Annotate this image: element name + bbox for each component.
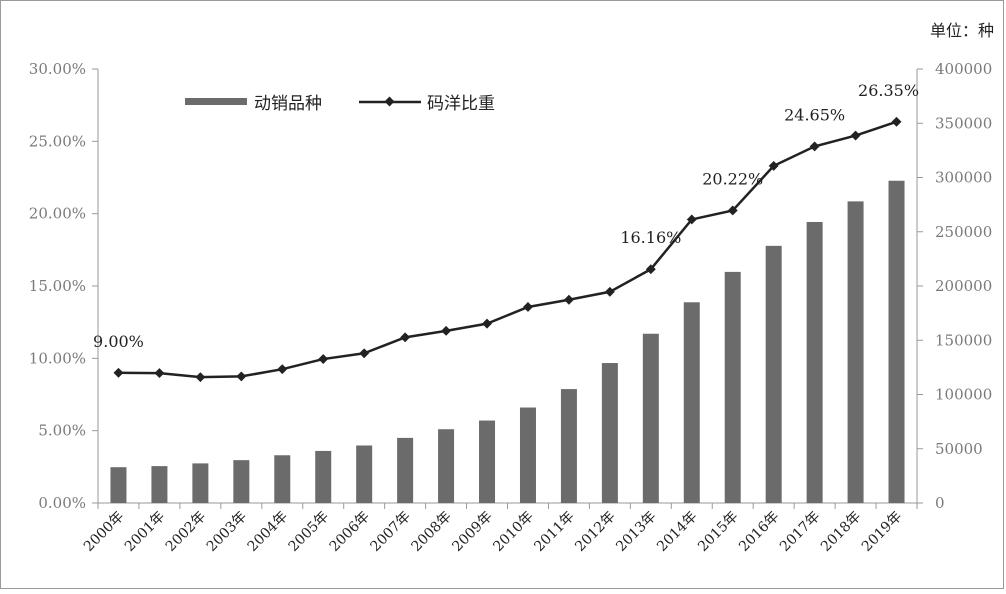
legend-line-marker (384, 96, 395, 107)
bar (560, 389, 577, 503)
bar (479, 420, 496, 503)
legend: 动销品种 码洋比重 (185, 94, 495, 114)
bar (356, 445, 373, 503)
line-point (727, 205, 738, 216)
bar (806, 221, 823, 504)
x-tick-label: 2003年 (204, 509, 250, 555)
line-point (277, 364, 288, 375)
line-point (768, 160, 779, 171)
x-tick-label: 2014年 (654, 509, 700, 555)
bar (683, 302, 700, 503)
x-tick-label: 2008年 (408, 509, 454, 555)
bar (642, 333, 659, 503)
y-right-tick-label: 250000 (935, 223, 992, 241)
y-right-tick-label: 200000 (935, 277, 992, 295)
line-point (563, 294, 574, 305)
y-right-tick-label: 400000 (935, 60, 992, 78)
line-point (482, 318, 492, 329)
x-tick-label: 2010年 (490, 509, 536, 555)
y-left-tick-label: 10.00% (29, 349, 86, 367)
bar (233, 460, 250, 503)
y-left-tick-label: 20.00% (29, 205, 86, 223)
x-tick-label: 2017年 (777, 509, 823, 555)
y-right-tick-label: 300000 (935, 169, 992, 187)
y-right-tick-label: 50000 (935, 440, 983, 458)
data-annotations: 9.00% 16.16% 20.22% 24.65% 26.35% (93, 81, 919, 351)
legend-line-label: 码洋比重 (427, 94, 495, 114)
x-tick-label: 2007年 (368, 509, 414, 555)
line-point (809, 141, 820, 152)
bar (601, 363, 618, 503)
bar (397, 437, 414, 503)
x-tick-label: 2009年 (449, 509, 495, 555)
y-right-tick-label: 100000 (935, 386, 992, 404)
bar (274, 455, 291, 503)
x-tick-label: 2002年 (163, 509, 209, 555)
bar (765, 245, 782, 504)
legend-bar-label: 动销品种 (254, 94, 322, 114)
x-tick-label: 2013年 (613, 509, 659, 555)
line-point (850, 130, 861, 141)
x-tick-label: 2006年 (327, 509, 373, 555)
x-tick-label: 2004年 (245, 509, 291, 555)
y-right-tick-label: 150000 (935, 331, 992, 349)
line-point (686, 214, 697, 225)
bar (724, 271, 741, 503)
line-point (359, 348, 370, 359)
y-right-tick-label: 350000 (935, 114, 992, 132)
data-label: 20.22% (702, 169, 763, 188)
x-tick-label: 2016年 (736, 509, 782, 555)
y-right-tick-label: 0 (935, 494, 945, 512)
line-point (236, 371, 247, 382)
line-point (891, 116, 902, 127)
line-point (400, 332, 411, 343)
x-tick-label: 2001年 (122, 509, 168, 555)
bar (151, 466, 168, 503)
bar (847, 201, 864, 503)
bar (192, 463, 209, 503)
x-tick-label: 2011年 (531, 509, 577, 555)
y-left-tick-label: 0.00% (38, 494, 86, 512)
bar (888, 180, 905, 503)
bar (519, 407, 536, 503)
x-tick-label: 2019年 (859, 509, 905, 555)
data-label: 16.16% (620, 228, 681, 247)
y-left-tick-label: 30.00% (29, 60, 86, 78)
data-label: 9.00% (93, 332, 144, 351)
line-point (113, 367, 124, 378)
line-point (318, 354, 329, 365)
bar-series (110, 180, 905, 504)
x-tick-label: 2018年 (818, 509, 864, 555)
legend-bar-swatch (185, 98, 247, 105)
data-label: 24.65% (784, 105, 845, 124)
unit-label: 单位：种 (930, 21, 994, 40)
line-point (154, 368, 165, 379)
x-tick-label: 2005年 (286, 509, 332, 555)
line-series (113, 116, 902, 383)
y-left-tick-label: 15.00% (29, 277, 86, 295)
x-tick-label: 2000年 (81, 509, 127, 555)
line-point (645, 264, 656, 275)
bar (110, 467, 127, 503)
y-left-tick-label: 5.00% (38, 422, 86, 440)
line-point (604, 286, 615, 297)
bar (438, 429, 455, 503)
data-label: 26.35% (858, 81, 919, 100)
line-point (195, 372, 206, 383)
series-line (118, 120, 897, 379)
bar (315, 450, 332, 503)
line-point (523, 302, 533, 312)
x-tick-label: 2015年 (695, 509, 741, 555)
x-tick-label: 2012年 (572, 509, 618, 555)
y-left-tick-label: 25.00% (29, 132, 86, 150)
line-point (441, 325, 452, 336)
